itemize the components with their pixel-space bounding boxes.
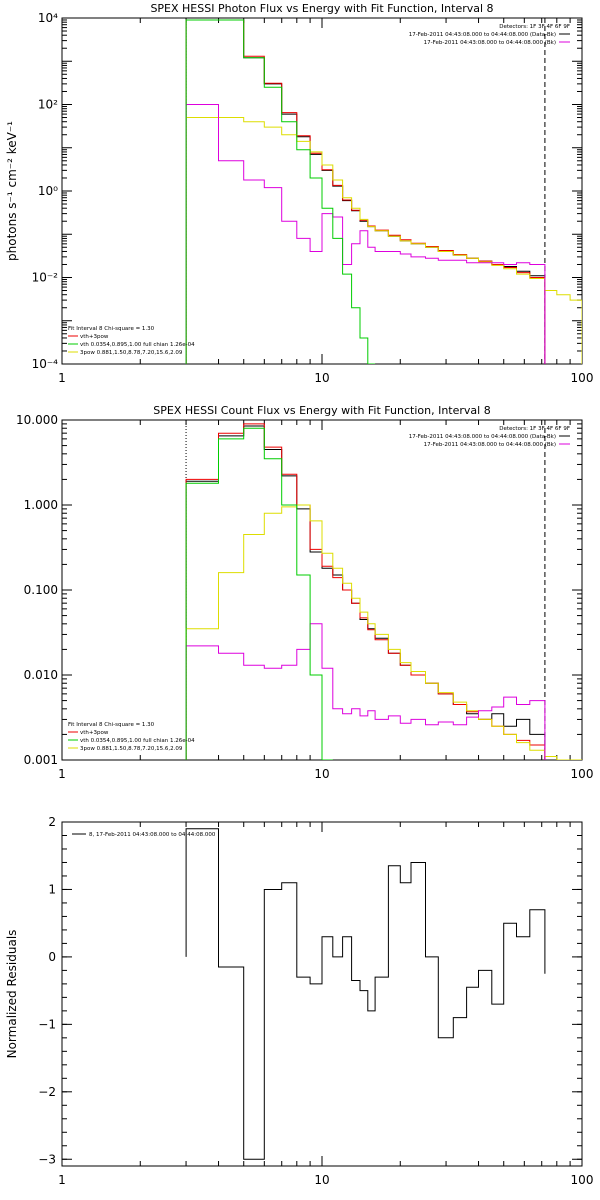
series-group bbox=[185, 828, 546, 1160]
x-tick-label: 1 bbox=[58, 1173, 66, 1187]
y-ticks bbox=[62, 17, 582, 365]
y-tick-label: 0.010 bbox=[24, 668, 58, 682]
y-tick-label: 10⁻² bbox=[32, 271, 59, 285]
fit-legend-item: 3pow 0.881,1.50,8.78,7.20,15.6,2.09 bbox=[80, 746, 183, 752]
series-4-line bbox=[185, 623, 546, 760]
y-tick-label: −3 bbox=[38, 1152, 56, 1166]
series-0-line bbox=[185, 828, 546, 1160]
fit-legend-header: Fit Interval 8 Chi-square = 1.30 bbox=[68, 326, 155, 332]
header-line-data: 17-Feb-2011 04:43:08.000 to 04:44:08.000… bbox=[409, 434, 556, 440]
series-group bbox=[185, 423, 582, 760]
x-tick-label: 10 bbox=[314, 371, 329, 385]
x-tick-label: 10 bbox=[314, 767, 329, 781]
header-line-bk: 17-Feb-2011 04:43:08.000 to 04:44:08.000… bbox=[424, 442, 556, 448]
detectors-label: Detectors: 1F 3F 4F 6F 9F bbox=[499, 426, 570, 432]
x-tick-label: 1 bbox=[58, 767, 66, 781]
y-tick-label: 10⁴ bbox=[38, 11, 58, 25]
x-tick-label: 1 bbox=[58, 371, 66, 385]
fit-legend-item: vth 0.0354,0.895,1.00 full chian 1.26e-0… bbox=[80, 738, 195, 744]
x-ticks bbox=[61, 822, 583, 1166]
fit-legend-item: 3pow 0.881,1.50,8.78,7.20,15.6,2.09 bbox=[80, 350, 183, 356]
series-3-line bbox=[185, 504, 582, 760]
chart-title: SPEX HESSI Count Flux vs Energy with Fit… bbox=[153, 404, 490, 417]
y-axis-label: Normalized Residuals bbox=[5, 930, 19, 1059]
fit-legend-item: vth 0.0354,0.895,1.00 full chian 1.26e-0… bbox=[80, 342, 195, 348]
y-tick-label: 10⁰ bbox=[38, 184, 58, 198]
y-ticks bbox=[62, 821, 582, 1160]
series-2-line bbox=[185, 427, 333, 760]
x-tick-label: 100 bbox=[571, 371, 594, 385]
x-tick-label: 10 bbox=[314, 1173, 329, 1187]
series-group bbox=[185, 19, 582, 364]
residual-legend-label: 8, 17-Feb-2011 04:43:08.000 to 04:44:08.… bbox=[89, 832, 216, 838]
y-tick-label: 2 bbox=[48, 815, 56, 829]
x-ticks bbox=[61, 420, 583, 760]
chart-title: SPEX HESSI Photon Flux vs Energy with Fi… bbox=[150, 2, 493, 15]
y-tick-label: 10⁻⁴ bbox=[32, 357, 59, 371]
y-tick-label: 0 bbox=[48, 950, 56, 964]
series-2-line bbox=[185, 19, 376, 364]
y-axis-label: photons s⁻¹ cm⁻² keV⁻¹ bbox=[5, 121, 19, 261]
x-tick-label: 100 bbox=[571, 1173, 594, 1187]
y-tick-label: −1 bbox=[38, 1017, 56, 1031]
y-ticks bbox=[62, 419, 582, 761]
fit-legend-header: Fit Interval 8 Chi-square = 1.30 bbox=[68, 722, 155, 728]
series-4-line bbox=[185, 104, 546, 364]
fit-legend-item: vth+3pow bbox=[80, 730, 109, 736]
y-tick-label: 0.001 bbox=[24, 753, 58, 767]
y-tick-label: 10.000 bbox=[16, 413, 58, 427]
panel-2: SPEX HESSI Count Flux vs Energy with Fit… bbox=[16, 404, 593, 781]
y-tick-label: −2 bbox=[38, 1085, 56, 1099]
fit-legend-item: vth+3pow bbox=[80, 334, 109, 340]
header-line-data: 17-Feb-2011 04:43:08.000 to 04:44:08.000… bbox=[409, 32, 556, 38]
y-tick-label: 0.100 bbox=[24, 583, 58, 597]
panel-1: SPEX HESSI Photon Flux vs Energy with Fi… bbox=[5, 2, 593, 385]
detectors-label: Detectors: 1F 3F 4F 6F 9F bbox=[499, 24, 570, 30]
y-tick-label: 1.000 bbox=[24, 498, 58, 512]
header-line-bk: 17-Feb-2011 04:43:08.000 to 04:44:08.000… bbox=[424, 40, 556, 46]
panel-3: 1 10 100 −3 −2 −1 0 1 2 Normalized Residuals 8, 17… bbox=[5, 815, 593, 1187]
x-tick-label: 100 bbox=[571, 767, 594, 781]
y-tick-label: 1 bbox=[48, 882, 56, 896]
y-tick-label: 10² bbox=[38, 98, 58, 112]
